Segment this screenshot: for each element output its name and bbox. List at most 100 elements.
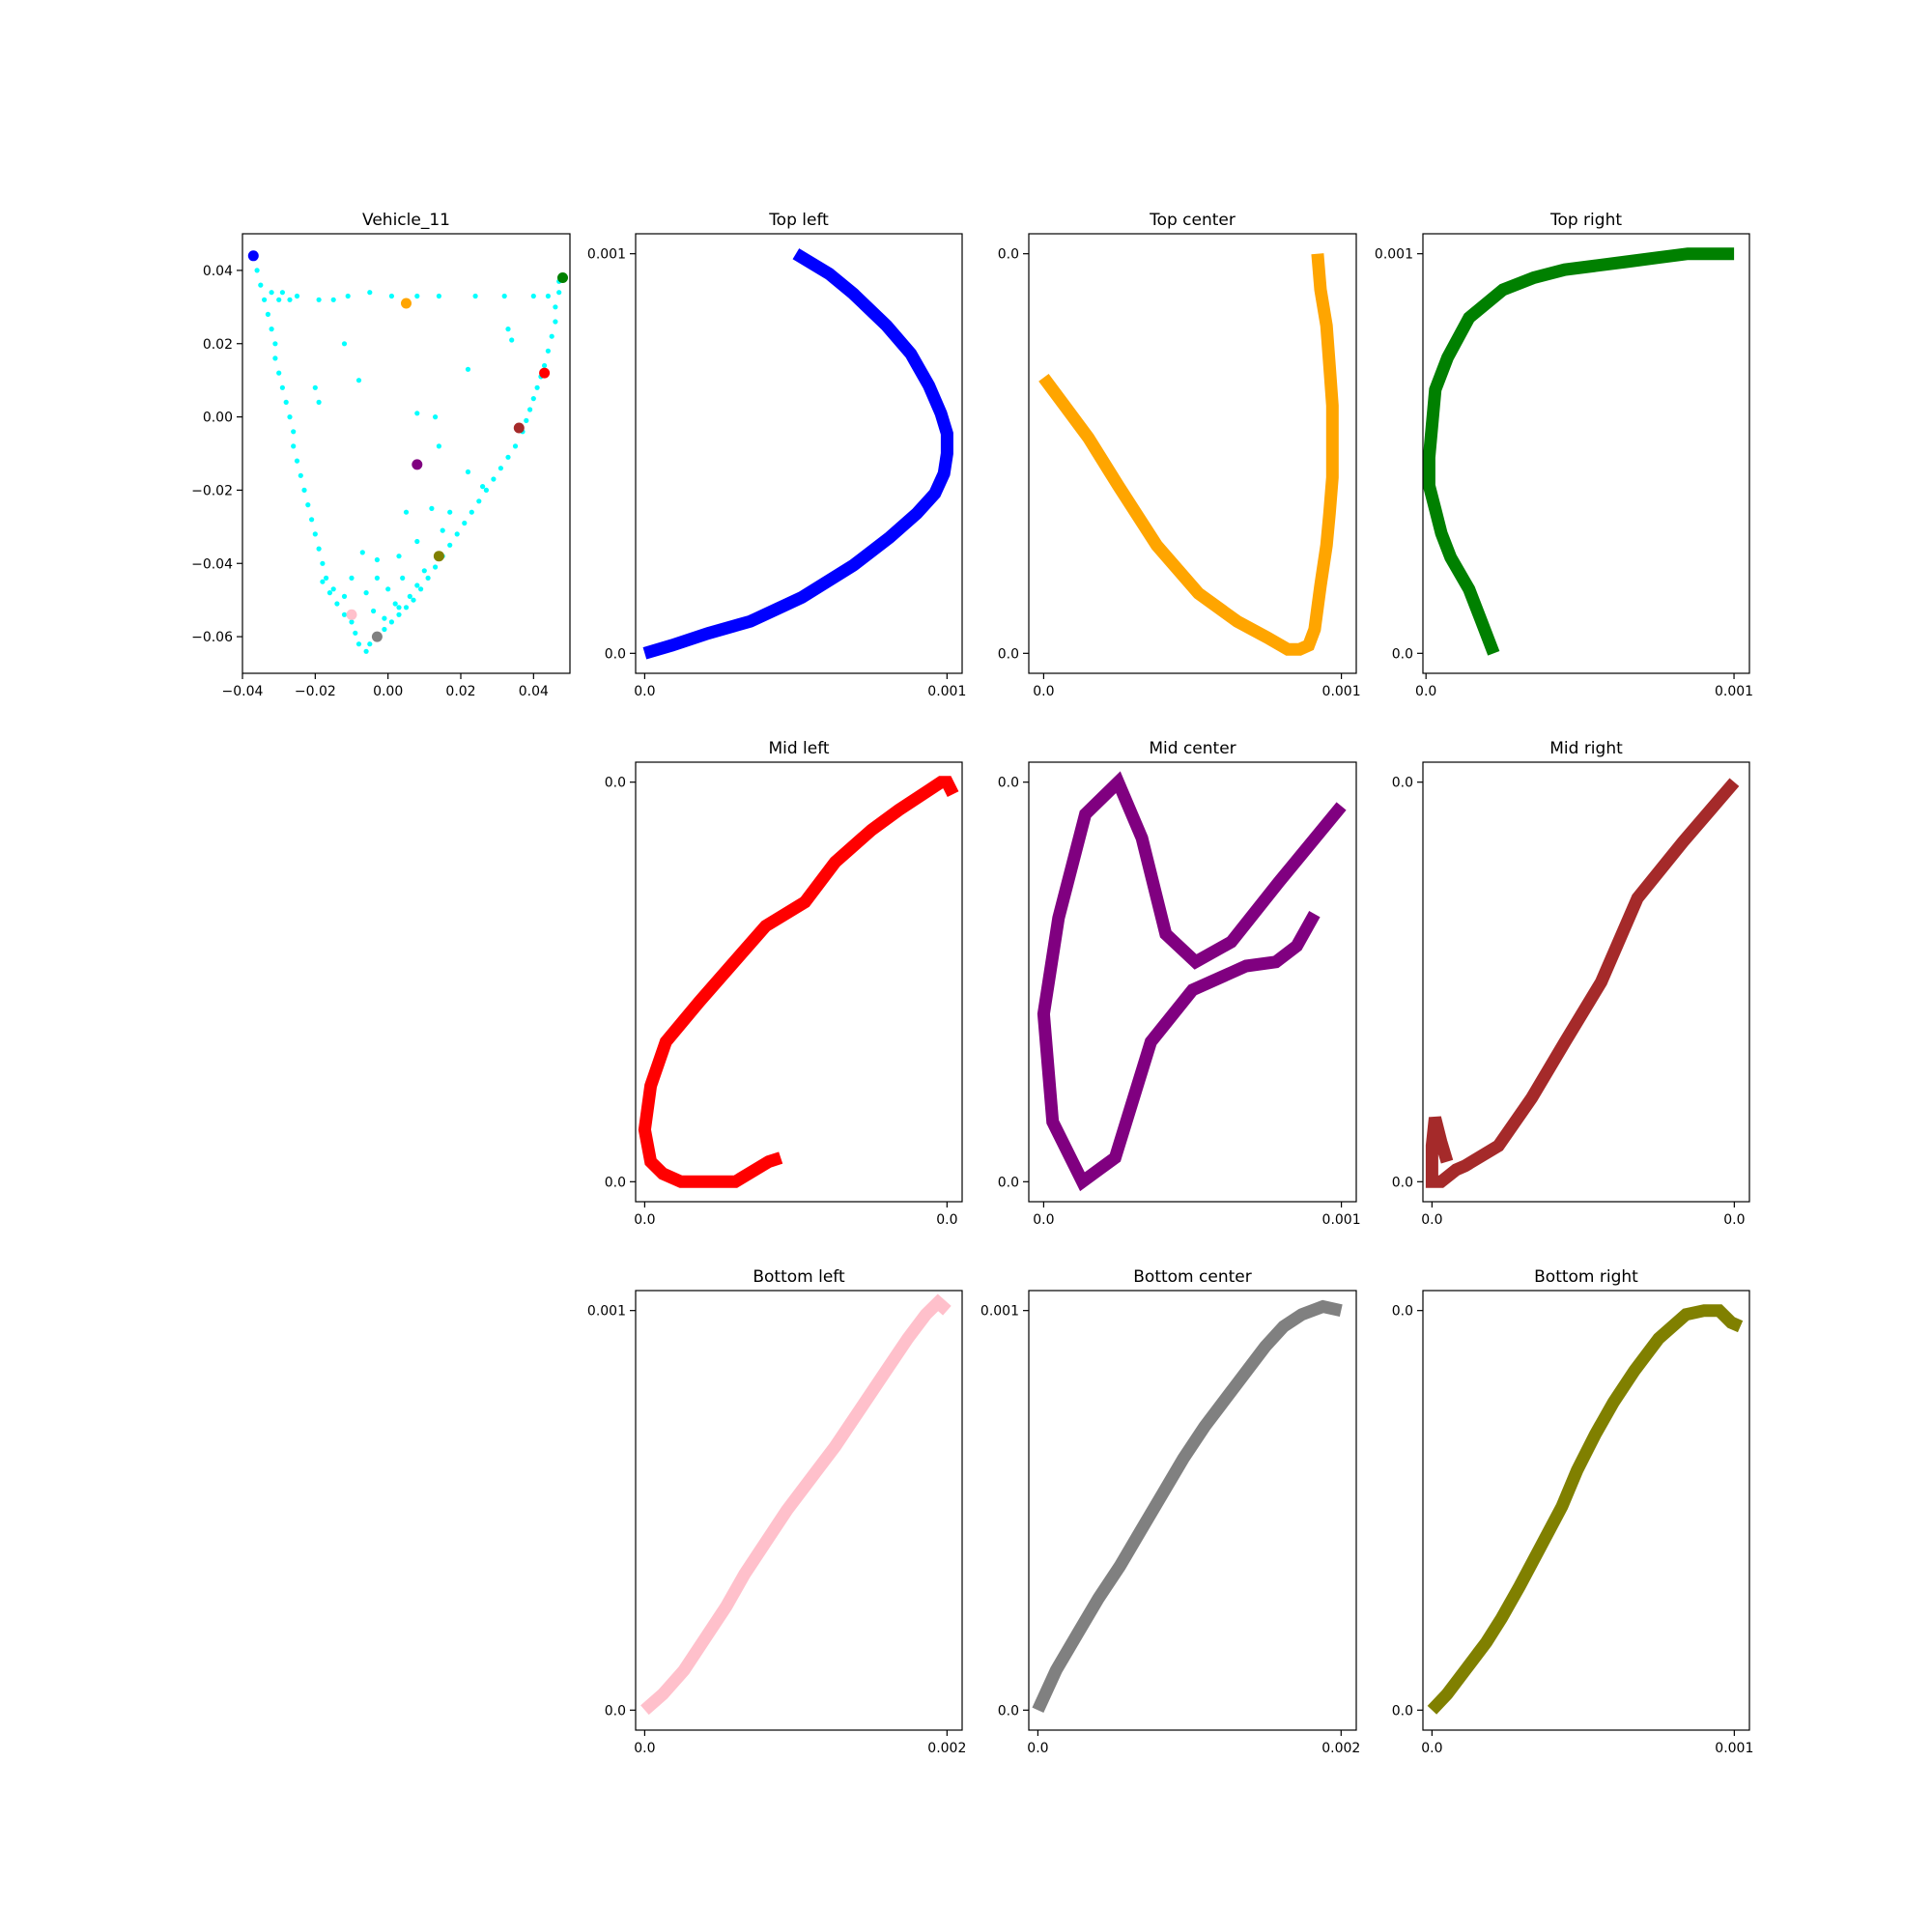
trajectory-line-mid-right <box>1425 778 1740 1188</box>
background-point <box>324 575 329 582</box>
y-tick-label: 0.0 <box>605 1175 626 1190</box>
y-tick-label: 0.0 <box>1392 1304 1413 1320</box>
background-point <box>262 297 268 302</box>
background-point <box>497 466 504 471</box>
trajectory-line-top-right <box>1423 247 1735 656</box>
background-point <box>320 579 326 584</box>
y-tick-label: 0.0 <box>605 776 626 791</box>
background-point <box>254 268 260 273</box>
y-tick-label: 0.0 <box>998 1703 1019 1719</box>
axes-frame <box>1422 233 1750 674</box>
chart-title: Bottom right <box>1534 1267 1638 1287</box>
x-tick-label: 0.0 <box>1033 1212 1054 1228</box>
background-point <box>363 590 369 596</box>
panel-mid-left: 0.0 0.0 0.0 0.0 Mid left <box>605 739 963 1228</box>
background-point <box>414 411 420 416</box>
background-point <box>433 564 439 570</box>
background-point <box>367 641 373 647</box>
background-point <box>272 355 278 361</box>
chart-title: Top right <box>1549 211 1622 230</box>
background-point <box>462 520 468 526</box>
background-point <box>291 443 297 449</box>
panel-mid-center: 0.0 0.001 0.0 0.0 Mid center <box>998 739 1361 1228</box>
background-point <box>421 568 427 574</box>
background-point <box>433 414 439 420</box>
y-tick-label: 0.0 <box>1392 1703 1413 1719</box>
background-point <box>330 586 336 592</box>
background-point <box>320 560 326 566</box>
background-point <box>414 582 420 588</box>
background-point <box>272 341 278 347</box>
background-point <box>265 311 270 317</box>
x-tick-label: 0.00 <box>373 684 403 699</box>
chart-title: Mid right <box>1549 739 1623 758</box>
background-point <box>480 484 486 490</box>
panel-vehicle: −0.04 −0.02 0.00 0.02 0.04 −0.06 −0.04 −0.02 0.0… <box>191 211 571 699</box>
background-point <box>276 297 282 302</box>
background-point <box>407 593 412 600</box>
background-point <box>527 407 533 412</box>
background-point <box>382 626 387 633</box>
chart-title: Mid center <box>1149 739 1236 758</box>
background-point <box>396 605 402 611</box>
background-point <box>414 538 420 545</box>
background-point <box>469 509 474 515</box>
background-point <box>287 414 293 420</box>
background-point <box>403 605 410 611</box>
axes-frame <box>1028 1290 1357 1731</box>
y-tick-label: 0.0 <box>605 1703 626 1719</box>
background-point <box>382 615 387 621</box>
background-point <box>283 399 289 405</box>
y-tick-label: 0.0 <box>998 646 1019 662</box>
background-point <box>316 546 322 552</box>
y-tick-label: 0.04 <box>203 264 233 279</box>
background-point <box>305 502 311 508</box>
highlight-point-5 <box>412 459 423 470</box>
background-point <box>556 290 562 296</box>
background-point <box>298 472 303 478</box>
y-tick-label: 0.0 <box>998 1175 1019 1190</box>
background-point <box>530 396 536 402</box>
x-tick-label: 0.0 <box>1033 684 1054 699</box>
background-point <box>400 575 406 582</box>
axes-frame <box>635 233 963 674</box>
background-point <box>501 293 507 299</box>
background-point <box>291 429 297 435</box>
panel-bottom-right: 0.0 0.001 0.0 0.0 Bottom right <box>1392 1267 1754 1756</box>
background-point <box>367 290 373 296</box>
background-point <box>309 517 315 523</box>
x-tick-label: 0.001 <box>927 684 966 699</box>
background-point <box>355 641 362 647</box>
background-point <box>371 608 377 614</box>
background-point <box>553 319 558 325</box>
x-tick-label: 0.0 <box>634 1741 655 1756</box>
background-point <box>414 293 420 299</box>
background-point <box>353 630 358 636</box>
x-tick-label: 0.002 <box>1321 1741 1360 1756</box>
highlight-point-2 <box>557 272 568 283</box>
x-tick-label: −0.02 <box>295 684 336 699</box>
x-tick-label: 0.001 <box>1715 1741 1753 1756</box>
background-point <box>418 586 424 592</box>
chart-title: Bottom center <box>1133 1267 1251 1287</box>
background-point <box>524 417 529 423</box>
highlight-point-7 <box>346 609 357 620</box>
x-tick-label: 0.04 <box>519 684 549 699</box>
plot-area-vehicle <box>247 250 568 654</box>
background-point <box>447 542 453 548</box>
axes-frame <box>1422 761 1750 1203</box>
x-tick-label: 0.0 <box>1027 1741 1048 1756</box>
background-point <box>279 290 285 296</box>
panel-top-right: 0.0 0.001 0.0 0.001 Top right <box>1375 211 1753 699</box>
plot-area-mid-left <box>638 776 959 1188</box>
background-point <box>341 611 348 617</box>
background-point <box>549 333 554 339</box>
x-tick-label: 0.001 <box>1322 1212 1361 1228</box>
background-point <box>545 293 552 299</box>
plot-area-mid-center <box>1037 771 1347 1192</box>
trajectory-line-bottom-right <box>1427 1304 1744 1715</box>
x-tick-label: 0.001 <box>1322 684 1361 699</box>
x-tick-label: 0.0 <box>936 1212 957 1228</box>
background-point <box>553 304 558 310</box>
x-tick-label: 0.002 <box>927 1741 966 1756</box>
